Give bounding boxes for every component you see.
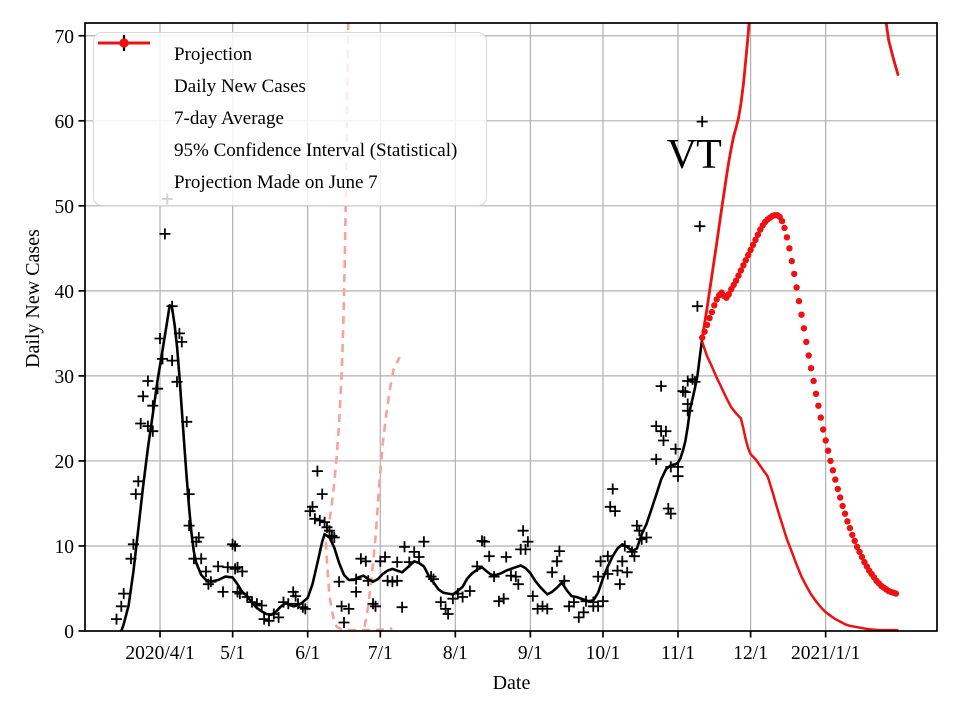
axis-ticks: 2020/4/1 5/1 6/1 7/1 8/1 9/1 10/1 11/1 12/1 2021/… — [55, 27, 861, 664]
state-annotation: VT — [666, 131, 722, 178]
projection-dot — [829, 467, 837, 474]
projection-dot — [839, 502, 846, 510]
legend-label: Daily New Cases — [174, 76, 306, 97]
x-tick-label: 7/1 — [368, 643, 393, 664]
legend: Projection Daily New Cases 7-day Average 95… — [93, 32, 487, 206]
legend-label: Projection — [174, 44, 253, 65]
legend-item: 95% Confidence Interval (Statistical) — [102, 38, 486, 167]
y-axis-title: Daily New Cases — [22, 229, 44, 368]
x-tick-label: 10/1 — [586, 643, 621, 664]
projection-dot — [786, 245, 793, 252]
projection-dot — [849, 531, 856, 539]
ci-upper-line — [700, 23, 751, 339]
y-tick-label: 30 — [55, 367, 75, 388]
projection-dot — [827, 457, 834, 465]
avg7-line — [120, 304, 704, 632]
projection-dot — [781, 224, 788, 232]
ci-upper-line-reentry — [884, 23, 900, 77]
daily-cases-markers — [111, 116, 708, 628]
projection-dot — [812, 390, 820, 397]
projection-dot — [708, 308, 716, 316]
y-tick-label: 50 — [55, 197, 75, 218]
projection-dot — [807, 365, 815, 372]
projection-dot — [822, 437, 829, 444]
legend-item: Daily New Cases — [102, 35, 486, 103]
projection-dot — [805, 352, 812, 359]
projection-dot — [793, 284, 800, 291]
series-layer — [111, 23, 900, 632]
projection-dot — [803, 338, 810, 346]
ci-lower-line — [701, 341, 899, 632]
projection-dot — [703, 321, 711, 329]
legend-label: 7-day Average — [174, 108, 284, 129]
projection-dot — [754, 231, 762, 238]
projection-dot — [735, 272, 742, 279]
x-tick-label: 8/1 — [443, 643, 468, 664]
projection-dot — [837, 494, 844, 501]
projection-dot — [711, 302, 718, 309]
projection-dots — [699, 212, 900, 597]
projection-dot — [820, 426, 827, 433]
x-tick-label: 12/1 — [733, 643, 768, 664]
legend-label: 95% Confidence Interval (Statistical) — [174, 140, 458, 161]
projection-dot — [706, 314, 713, 322]
june7-lower-ci-line — [324, 541, 393, 632]
y-tick-label: 0 — [64, 622, 74, 643]
projection-dot — [844, 518, 851, 525]
projection-dot — [737, 267, 745, 274]
june7-projection-line — [363, 356, 401, 627]
legend-label: Projection Made on June 7 — [174, 172, 378, 193]
legend-item: Projection — [102, 38, 486, 71]
projection-dot — [699, 334, 706, 341]
x-tick-label: 6/1 — [295, 643, 320, 664]
projection-dot — [791, 270, 798, 278]
projection-dot — [701, 328, 708, 335]
projection-dot — [856, 548, 863, 556]
y-tick-label: 20 — [55, 452, 75, 473]
projection-dot — [834, 485, 841, 493]
y-tick-label: 40 — [55, 282, 75, 303]
projection-dot — [747, 246, 754, 254]
projection-dot — [841, 510, 849, 517]
x-tick-label: 9/1 — [518, 643, 543, 664]
projection-dot — [740, 262, 747, 269]
projection-dot — [832, 476, 839, 483]
projection-dot — [858, 553, 866, 561]
y-tick-label: 60 — [55, 112, 75, 133]
projection-dot — [742, 257, 749, 264]
y-tick-label: 70 — [55, 27, 75, 48]
projection-dot — [800, 325, 808, 332]
projection-dot — [752, 236, 759, 243]
projection-dot — [749, 241, 757, 249]
x-tick-label: 2020/4/1 — [125, 643, 194, 664]
projection-dot — [745, 251, 752, 259]
x-tick-label: 5/1 — [220, 643, 245, 664]
x-tick-label: 2021/1/1 — [791, 643, 860, 664]
projection-dot — [783, 234, 791, 241]
y-tick-label: 10 — [55, 537, 75, 558]
projection-dot — [778, 217, 786, 225]
projection-dot — [817, 414, 824, 421]
projection-dot — [725, 291, 732, 298]
projection-dot — [795, 297, 803, 305]
projection-dot — [892, 590, 900, 597]
plot-border — [84, 22, 938, 632]
projection-dot — [798, 311, 805, 318]
gridlines — [85, 23, 937, 631]
legend-item: 7-day Average — [98, 41, 486, 135]
projection-dot — [851, 537, 858, 545]
projection-dot — [815, 402, 822, 409]
projection-dot — [732, 277, 740, 284]
projection-dot — [810, 377, 817, 385]
legend-item: Projection Made on June 7 — [98, 41, 486, 199]
projection-dot — [846, 524, 854, 532]
projection-dot — [853, 543, 861, 550]
projection-dot — [788, 257, 795, 265]
x-tick-label: 11/1 — [661, 643, 695, 664]
projection-dot — [824, 447, 832, 454]
x-axis-title: Date — [492, 672, 531, 694]
